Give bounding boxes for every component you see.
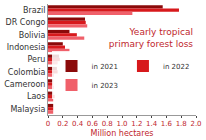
svg-text:in 2022: in 2022 xyxy=(163,63,189,71)
svg-text:1.4: 1.4 xyxy=(146,120,158,128)
svg-text:Yearly tropicalprimary forest: Yearly tropicalprimary forest loss xyxy=(109,27,194,49)
svg-text:1.2: 1.2 xyxy=(131,120,142,128)
svg-text:Brazil: Brazil xyxy=(23,6,45,15)
svg-text:2.0: 2.0 xyxy=(190,120,201,128)
svg-text:in 2023: in 2023 xyxy=(92,82,118,90)
svg-text:0.4: 0.4 xyxy=(72,120,84,128)
svg-text:0.2: 0.2 xyxy=(57,120,68,128)
svg-text:Indonesia: Indonesia xyxy=(7,43,46,52)
svg-text:1.6: 1.6 xyxy=(161,120,173,128)
svg-text:0: 0 xyxy=(46,120,50,128)
svg-text:DR Congo: DR Congo xyxy=(6,18,46,27)
svg-text:Million hectares: Million hectares xyxy=(91,129,154,138)
svg-text:Colombia: Colombia xyxy=(8,68,46,77)
svg-text:0.6: 0.6 xyxy=(87,120,99,128)
svg-text:1.0: 1.0 xyxy=(116,120,127,128)
svg-text:in 2021: in 2021 xyxy=(92,63,118,71)
svg-text:Bolivia: Bolivia xyxy=(19,31,46,40)
svg-text:Malaysia: Malaysia xyxy=(10,105,45,114)
svg-text:0.8: 0.8 xyxy=(102,120,113,128)
svg-text:1.8: 1.8 xyxy=(176,120,187,128)
svg-text:Cameroon: Cameroon xyxy=(4,80,45,89)
svg-text:Laos: Laos xyxy=(27,92,45,101)
svg-text:Peru: Peru xyxy=(28,55,46,64)
